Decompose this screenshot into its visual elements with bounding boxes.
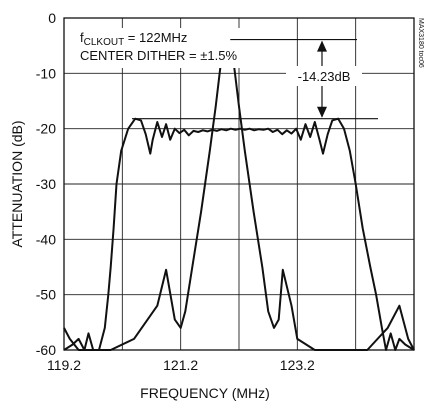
db-difference-label: -14.23dB <box>298 69 351 84</box>
y-tick-label: -30 <box>36 176 56 192</box>
y-tick-labels: 0 -10 -20 -30 -40 -50 -60 <box>36 10 56 358</box>
y-axis-label: ATTENUATION (dB) <box>9 120 25 247</box>
x-tick-label: 121.2 <box>163 357 198 373</box>
y-tick-label: -10 <box>36 65 56 81</box>
figure-code: MAX3180 toc06 <box>417 18 424 68</box>
dither-annotation: CENTER DITHER = ±1.5% <box>80 48 237 63</box>
plot-frame <box>63 17 415 351</box>
y-tick-label: -40 <box>36 231 56 247</box>
dithered-spectrum-line <box>63 117 415 351</box>
db-label-background <box>286 66 362 86</box>
y-tick-label: -60 <box>36 342 56 358</box>
y-tick-label: 0 <box>48 10 56 26</box>
y-tick-label: -20 <box>36 121 56 137</box>
y-tick-label: -50 <box>36 287 56 303</box>
annotation-background <box>75 28 253 68</box>
x-tick-label: 119.2 <box>47 357 81 373</box>
x-axis-label: FREQUENCY (MHz) <box>140 385 270 401</box>
arrow-down-icon <box>317 106 327 118</box>
x-tick-labels: 119.2 121.2 123.2 <box>47 357 315 373</box>
x-tick-label: 123.2 <box>280 357 315 373</box>
arrow-up-icon <box>317 40 327 52</box>
clkout-annotation: fCLKOUT = 122MHz <box>80 30 187 48</box>
